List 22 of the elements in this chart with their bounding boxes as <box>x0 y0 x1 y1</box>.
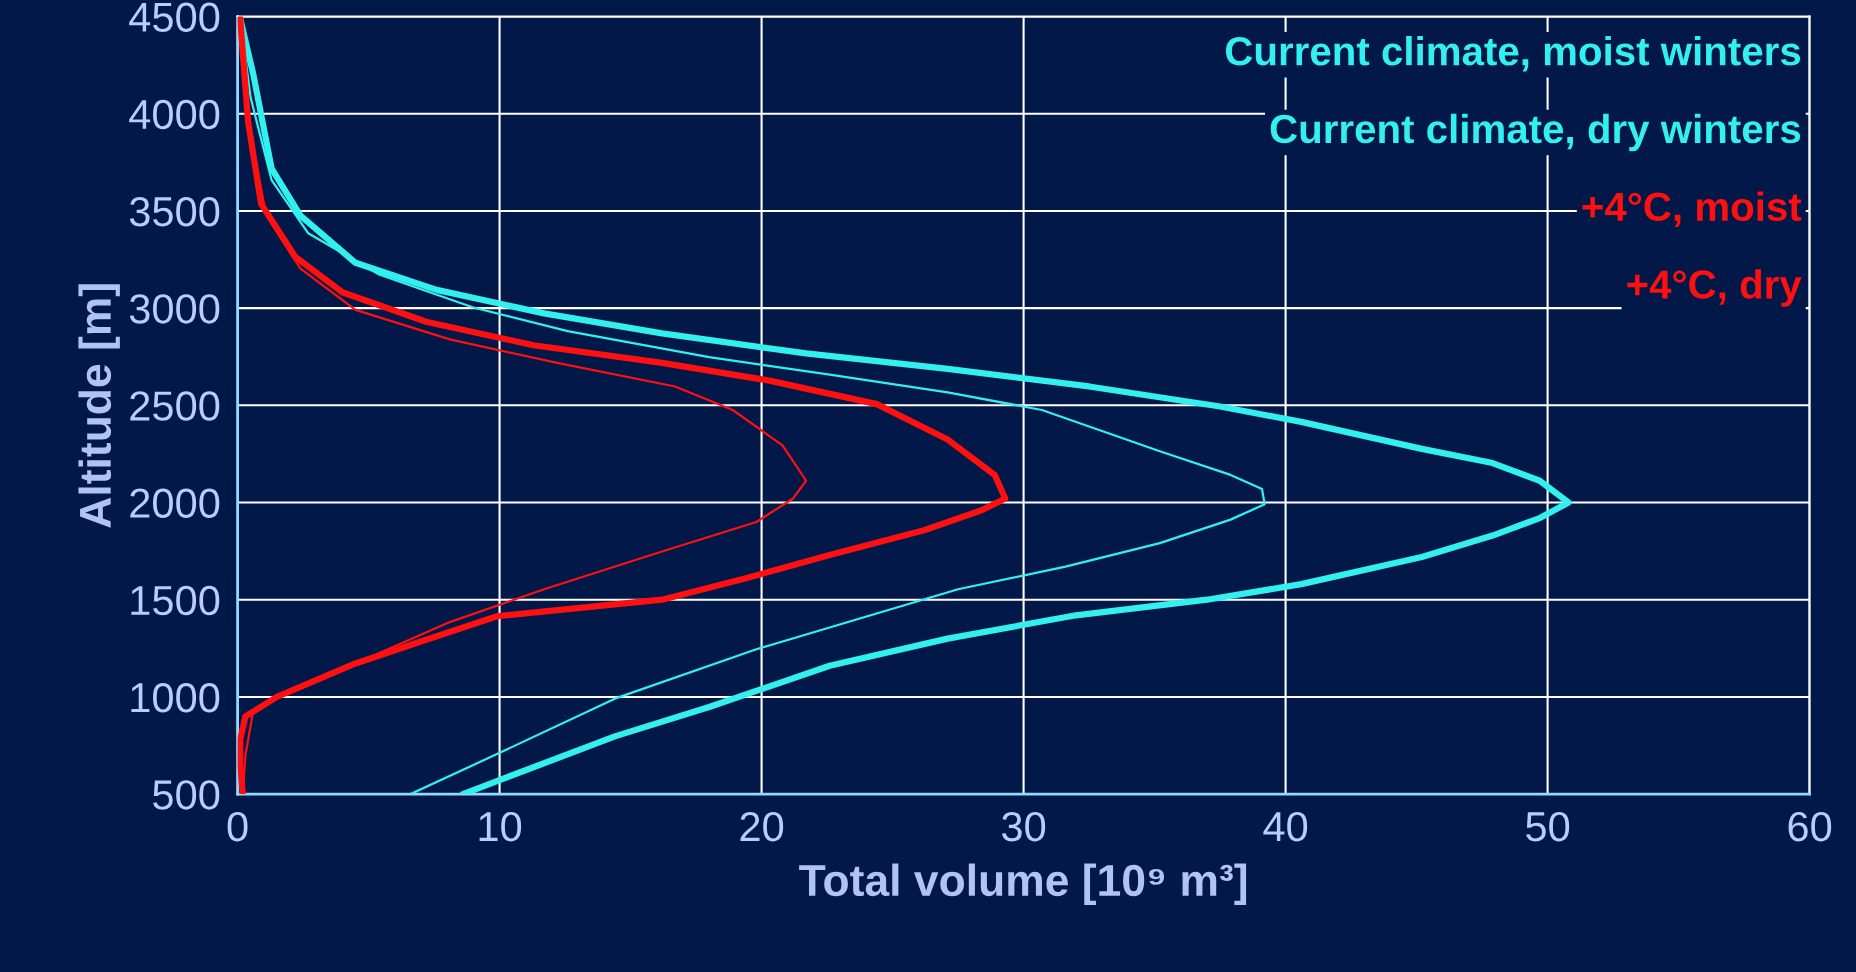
text: +4°C, moist <box>1582 191 1802 227</box>
y-tick-label: 1000 <box>131 682 220 713</box>
x-tick-label: 40 <box>1263 811 1308 842</box>
y-tick-label: 4500 <box>129 2 220 33</box>
x-tick-label: 10 <box>479 811 522 842</box>
y-tick-label: 1500 <box>131 585 220 616</box>
x-tick-label: 0 <box>227 811 248 842</box>
text: Current climate, moist winters <box>1225 35 1801 72</box>
x-tick-label: 60 <box>1788 811 1832 842</box>
y-tick-label: 3500 <box>129 196 220 227</box>
y-tick-label: 4000 <box>129 99 220 130</box>
y-tick-label: 3000 <box>129 294 220 324</box>
y-axis-title: Altitude [m] <box>78 284 120 528</box>
x-tick-label: 50 <box>1526 811 1570 842</box>
y-tick-label: 500 <box>153 780 220 810</box>
text: Current climate, dry winters <box>1270 113 1801 152</box>
x-tick-label: 20 <box>740 811 784 842</box>
text: +4°C, dry <box>1627 269 1802 307</box>
x-axis-title: Total volume [10⁹ m³] <box>799 863 1247 905</box>
y-tick-label: 2500 <box>130 391 220 421</box>
y-tick-label: 2000 <box>130 488 220 519</box>
x-tick-label: 30 <box>1002 811 1046 842</box>
